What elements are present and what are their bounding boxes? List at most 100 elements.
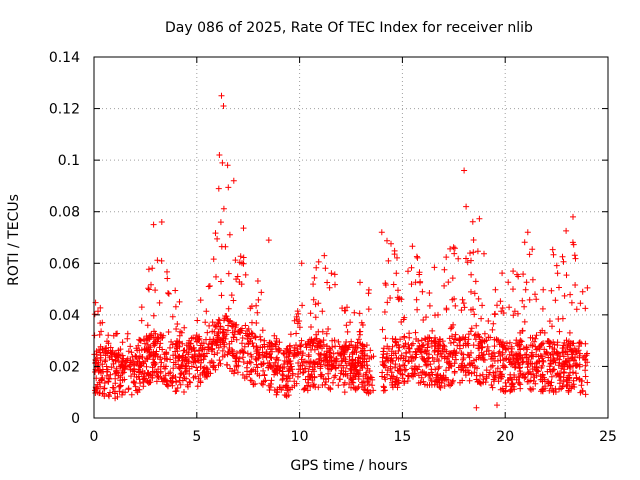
data-point (354, 369, 361, 375)
data-point (421, 381, 428, 388)
data-point (152, 353, 159, 360)
data-point (254, 278, 261, 284)
data-point (280, 372, 287, 379)
data-point (190, 334, 197, 341)
data-point (340, 348, 347, 355)
data-point (133, 374, 140, 381)
plot-frame (93, 56, 609, 419)
data-point (516, 365, 523, 372)
data-point (546, 340, 553, 347)
data-point (208, 340, 215, 347)
data-point (503, 383, 510, 390)
data-point (533, 367, 540, 374)
data-point (536, 358, 543, 365)
data-point (140, 379, 147, 386)
data-point (305, 351, 312, 358)
data-point (563, 272, 570, 279)
data-point (192, 348, 198, 355)
data-point (124, 355, 131, 362)
data-point (566, 329, 573, 336)
data-point (324, 362, 331, 369)
data-point (241, 343, 248, 350)
data-point (562, 358, 569, 365)
data-point (502, 364, 509, 371)
data-point (417, 279, 423, 286)
data-point (469, 218, 476, 225)
data-point (258, 361, 265, 368)
data-point (560, 345, 567, 351)
data-point (443, 305, 450, 312)
data-point (91, 311, 98, 318)
data-point (183, 358, 190, 365)
data-point (573, 306, 580, 313)
data-point (526, 296, 533, 303)
data-point (282, 383, 289, 390)
data-point (413, 253, 420, 260)
data-point (113, 330, 119, 337)
x-tick-label: 10 (291, 429, 309, 445)
data-point (101, 358, 108, 365)
data-point (326, 349, 333, 356)
data-point (240, 359, 247, 365)
data-point (267, 363, 274, 370)
data-point (550, 251, 557, 258)
data-point (572, 255, 579, 262)
data-point (259, 354, 266, 360)
data-point (309, 374, 316, 381)
data-point (273, 388, 280, 395)
data-point (100, 349, 107, 356)
data-point (497, 298, 504, 305)
data-point (99, 319, 106, 326)
data-point (569, 369, 576, 376)
data-point (507, 356, 514, 363)
data-point (236, 259, 243, 266)
data-point (96, 379, 103, 386)
data-point (429, 327, 436, 334)
data-point (264, 360, 271, 367)
data-point (494, 402, 500, 409)
data-point (495, 378, 502, 385)
data-point (215, 185, 222, 192)
data-point (401, 367, 408, 374)
y-tick-label: 0.02 (49, 359, 80, 375)
data-point (307, 358, 314, 365)
data-point (567, 291, 574, 298)
data-point (546, 387, 553, 394)
data-points (91, 92, 591, 411)
data-point (180, 347, 187, 354)
data-point (478, 315, 485, 322)
data-point (131, 368, 138, 375)
data-point (121, 366, 128, 373)
data-point (213, 273, 219, 280)
data-point (158, 257, 165, 264)
data-point (556, 328, 563, 335)
data-point (254, 364, 261, 371)
data-point (218, 292, 225, 299)
data-point (398, 296, 405, 303)
data-point (301, 385, 308, 392)
data-point (200, 352, 207, 359)
data-point (463, 203, 470, 210)
data-point (451, 360, 458, 367)
data-point (218, 278, 224, 285)
data-point (479, 355, 485, 362)
data-point (217, 341, 224, 348)
data-point (338, 367, 345, 374)
data-point (287, 347, 294, 354)
data-point (188, 363, 195, 370)
data-point (308, 346, 314, 353)
data-point (354, 359, 361, 366)
data-point (394, 384, 401, 391)
data-point (393, 342, 400, 349)
data-point (274, 370, 281, 377)
data-point (413, 336, 420, 342)
data-point (511, 364, 518, 371)
data-point (283, 354, 290, 361)
data-point (230, 177, 237, 184)
data-point (379, 326, 386, 333)
data-point (545, 354, 552, 361)
data-point (358, 319, 365, 326)
data-point (175, 353, 182, 360)
data-point (380, 345, 387, 352)
data-point (466, 361, 473, 368)
